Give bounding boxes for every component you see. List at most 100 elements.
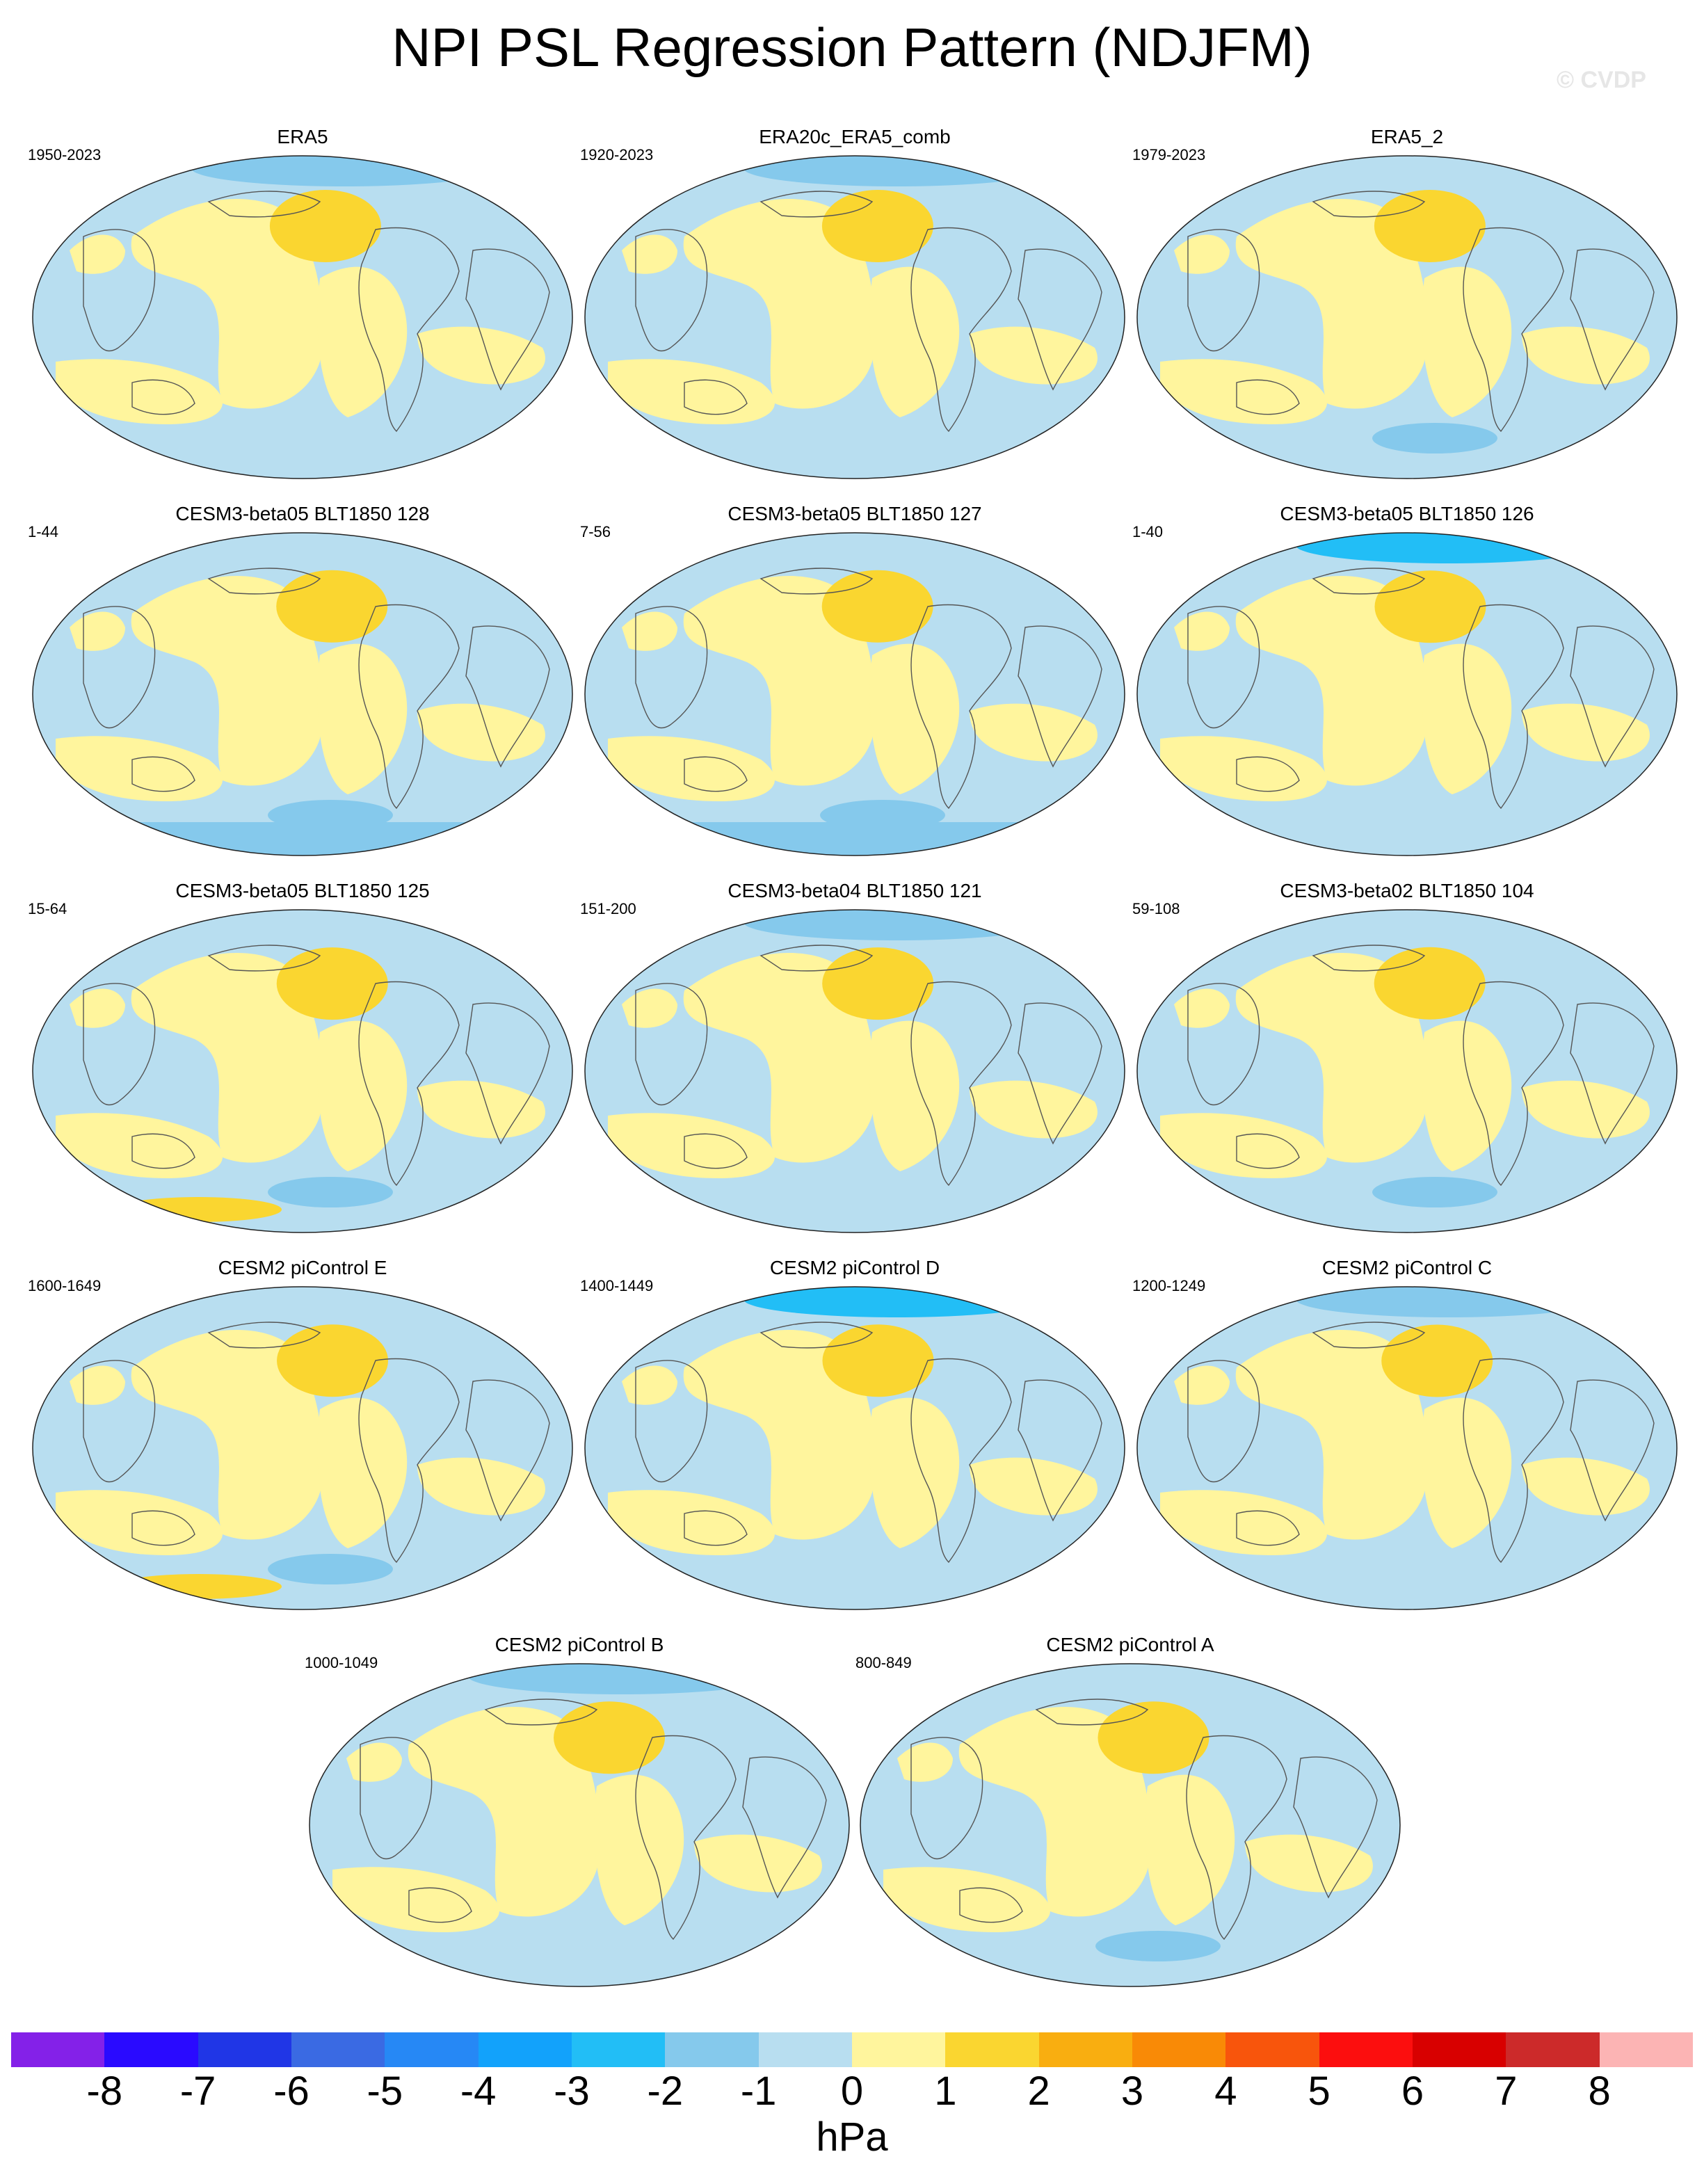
negative-region (1372, 423, 1497, 453)
coastline (358, 1358, 460, 1564)
map-svg (1136, 1286, 1678, 1610)
coastline (684, 379, 748, 415)
coastline (1312, 191, 1426, 218)
positive-region (683, 953, 875, 1163)
coastline (465, 625, 550, 768)
map-svg (32, 532, 573, 856)
colorbar-tick-label: 5 (1308, 2069, 1331, 2114)
map-outline (1136, 532, 1678, 856)
positive-region (56, 736, 223, 801)
coastline (83, 1360, 156, 1483)
positive-region (131, 1330, 323, 1540)
coastline (1018, 625, 1102, 768)
panel-period: 1000-1049 (305, 1654, 378, 1671)
positive-region (317, 1020, 408, 1171)
colorbar-segment (1132, 2032, 1226, 2067)
panel-period: 800-849 (855, 1654, 912, 1671)
positive-region (608, 1113, 775, 1178)
colorbar-tick-label: -7 (179, 2069, 216, 2114)
coastline (759, 568, 874, 595)
positive-region (1522, 1080, 1650, 1139)
colorbar-tick-label: -1 (740, 2069, 777, 2114)
colorbar-segment (758, 2032, 853, 2067)
coastline (131, 379, 195, 415)
positive-region (1422, 1397, 1512, 1548)
coastline (465, 248, 550, 391)
coastline (1312, 945, 1426, 972)
positive-region (694, 1834, 822, 1893)
coastline (959, 1887, 1023, 1923)
positive-region (1160, 359, 1327, 424)
negative-band (33, 822, 572, 856)
high-pressure-contour (1374, 189, 1486, 262)
high-pressure-contour (1374, 570, 1486, 643)
coastline (83, 229, 156, 352)
positive-region (1160, 1113, 1327, 1178)
coastline (759, 191, 874, 218)
panel-title: CESM2 piControl C (1321, 1257, 1493, 1278)
colorbar-segment (1413, 2032, 1506, 2067)
coastline (910, 981, 1012, 1187)
positive-region (56, 1490, 223, 1555)
map-panel: CESM3-beta05 BLT1850 125 15-64 (28, 879, 577, 1241)
positive-region (1522, 326, 1650, 385)
positive-region (869, 266, 960, 417)
map-panel: CESM2 piControl D 1400-1449 (580, 1256, 1130, 1618)
positive-region (683, 199, 875, 409)
positive-region (869, 1020, 960, 1171)
negative-region (268, 1177, 393, 1207)
map-outline (1136, 909, 1678, 1233)
coastline (742, 1756, 827, 1899)
coastline (1236, 379, 1300, 415)
panel-title: CESM3-beta05 BLT1850 126 (1280, 503, 1534, 524)
coastline (1018, 1002, 1102, 1145)
positive-region (594, 1774, 684, 1925)
colorbar-tick-label: -8 (86, 2069, 123, 2114)
map-outline (584, 155, 1125, 479)
panel-period: 15-64 (28, 900, 67, 917)
positive-patch (115, 1574, 282, 1599)
map-outline (584, 532, 1125, 856)
negative-band (585, 822, 1125, 856)
high-pressure-contour (554, 1701, 666, 1774)
panel-period: 1-44 (28, 523, 59, 540)
coastline (910, 227, 1012, 433)
map-panel: CESM2 piControl B 1000-1049 (305, 1633, 854, 1995)
coastline (358, 981, 460, 1187)
map-outline (584, 909, 1125, 1233)
positive-patch (115, 1197, 282, 1222)
panel-period: 1920-2023 (580, 146, 654, 163)
colorbar-tick-label: 0 (840, 2069, 864, 2114)
coastline (635, 1735, 737, 1941)
panel-period: 1400-1449 (580, 1277, 654, 1294)
coastline (635, 229, 708, 352)
panel-title: ERA5_2 (1370, 126, 1444, 147)
coastline (910, 604, 1012, 810)
map-outline (32, 909, 573, 1233)
positive-region (683, 576, 875, 786)
colorbar-segment (572, 2032, 666, 2067)
map-outline (584, 1286, 1125, 1610)
coastline (1312, 1322, 1426, 1349)
positive-region (608, 1490, 775, 1555)
positive-region (869, 1397, 960, 1548)
colorbar-segment (1225, 2032, 1320, 2067)
positive-region (970, 1080, 1098, 1139)
positive-region (332, 1867, 499, 1932)
coastline (1035, 1699, 1149, 1726)
positive-region (683, 1330, 875, 1540)
panel-title: ERA5 (277, 126, 328, 147)
high-pressure-contour (822, 947, 934, 1020)
coastline (1236, 756, 1300, 792)
positive-region (417, 1457, 545, 1516)
colorbar-tick-label: 4 (1214, 2069, 1237, 2114)
map-svg (860, 1663, 1401, 1987)
map-svg (32, 909, 573, 1233)
coastline (759, 1322, 874, 1349)
coastline (358, 604, 460, 810)
colorbar-tick-label: 7 (1495, 2069, 1518, 2114)
positive-region (56, 359, 223, 424)
colorbar-tick-label: -2 (647, 2069, 684, 2114)
coastline (1463, 1358, 1564, 1564)
colorbar-tick-label: 2 (1027, 2069, 1050, 2114)
